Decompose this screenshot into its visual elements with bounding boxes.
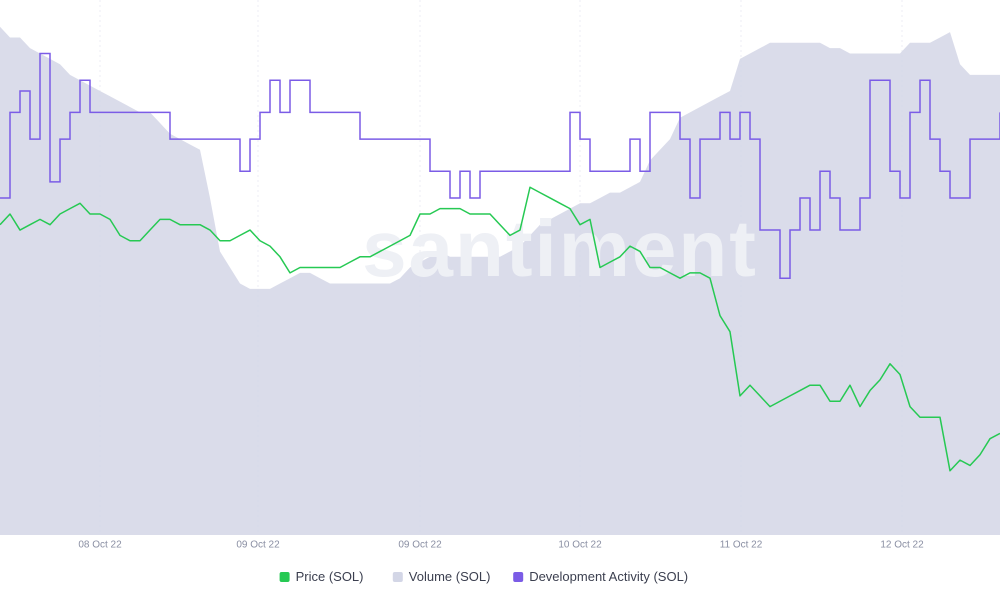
x-tick-label: 09 Oct 22: [398, 540, 442, 551]
foreground: 08 Oct 22 09 Oct 22 09 Oct 22 10 Oct 22 11 O…: [0, 52, 1000, 584]
legend-label: Volume (SOL): [409, 569, 491, 584]
legend-swatch: [513, 572, 524, 582]
dev-activity-line: [0, 52, 1000, 279]
legend-swatch: [279, 572, 290, 582]
volume-area: [0, 26, 1000, 535]
legend-label: Development Activity (SOL): [529, 569, 688, 584]
x-tick-label: 10 Oct 22: [558, 540, 602, 551]
plot-area: [0, 0, 1000, 535]
x-tick-label: 12 Oct 22: [880, 540, 924, 551]
x-tick-label: 08 Oct 22: [78, 540, 122, 551]
watermark: santiment: [362, 204, 758, 293]
legend-swatch: [392, 572, 403, 582]
x-tick-label: 11 Oct 22: [720, 540, 763, 551]
x-tick-label: 09 Oct 22: [236, 540, 280, 551]
legend-label: Price (SOL): [296, 569, 364, 584]
price-line: [0, 186, 1000, 472]
